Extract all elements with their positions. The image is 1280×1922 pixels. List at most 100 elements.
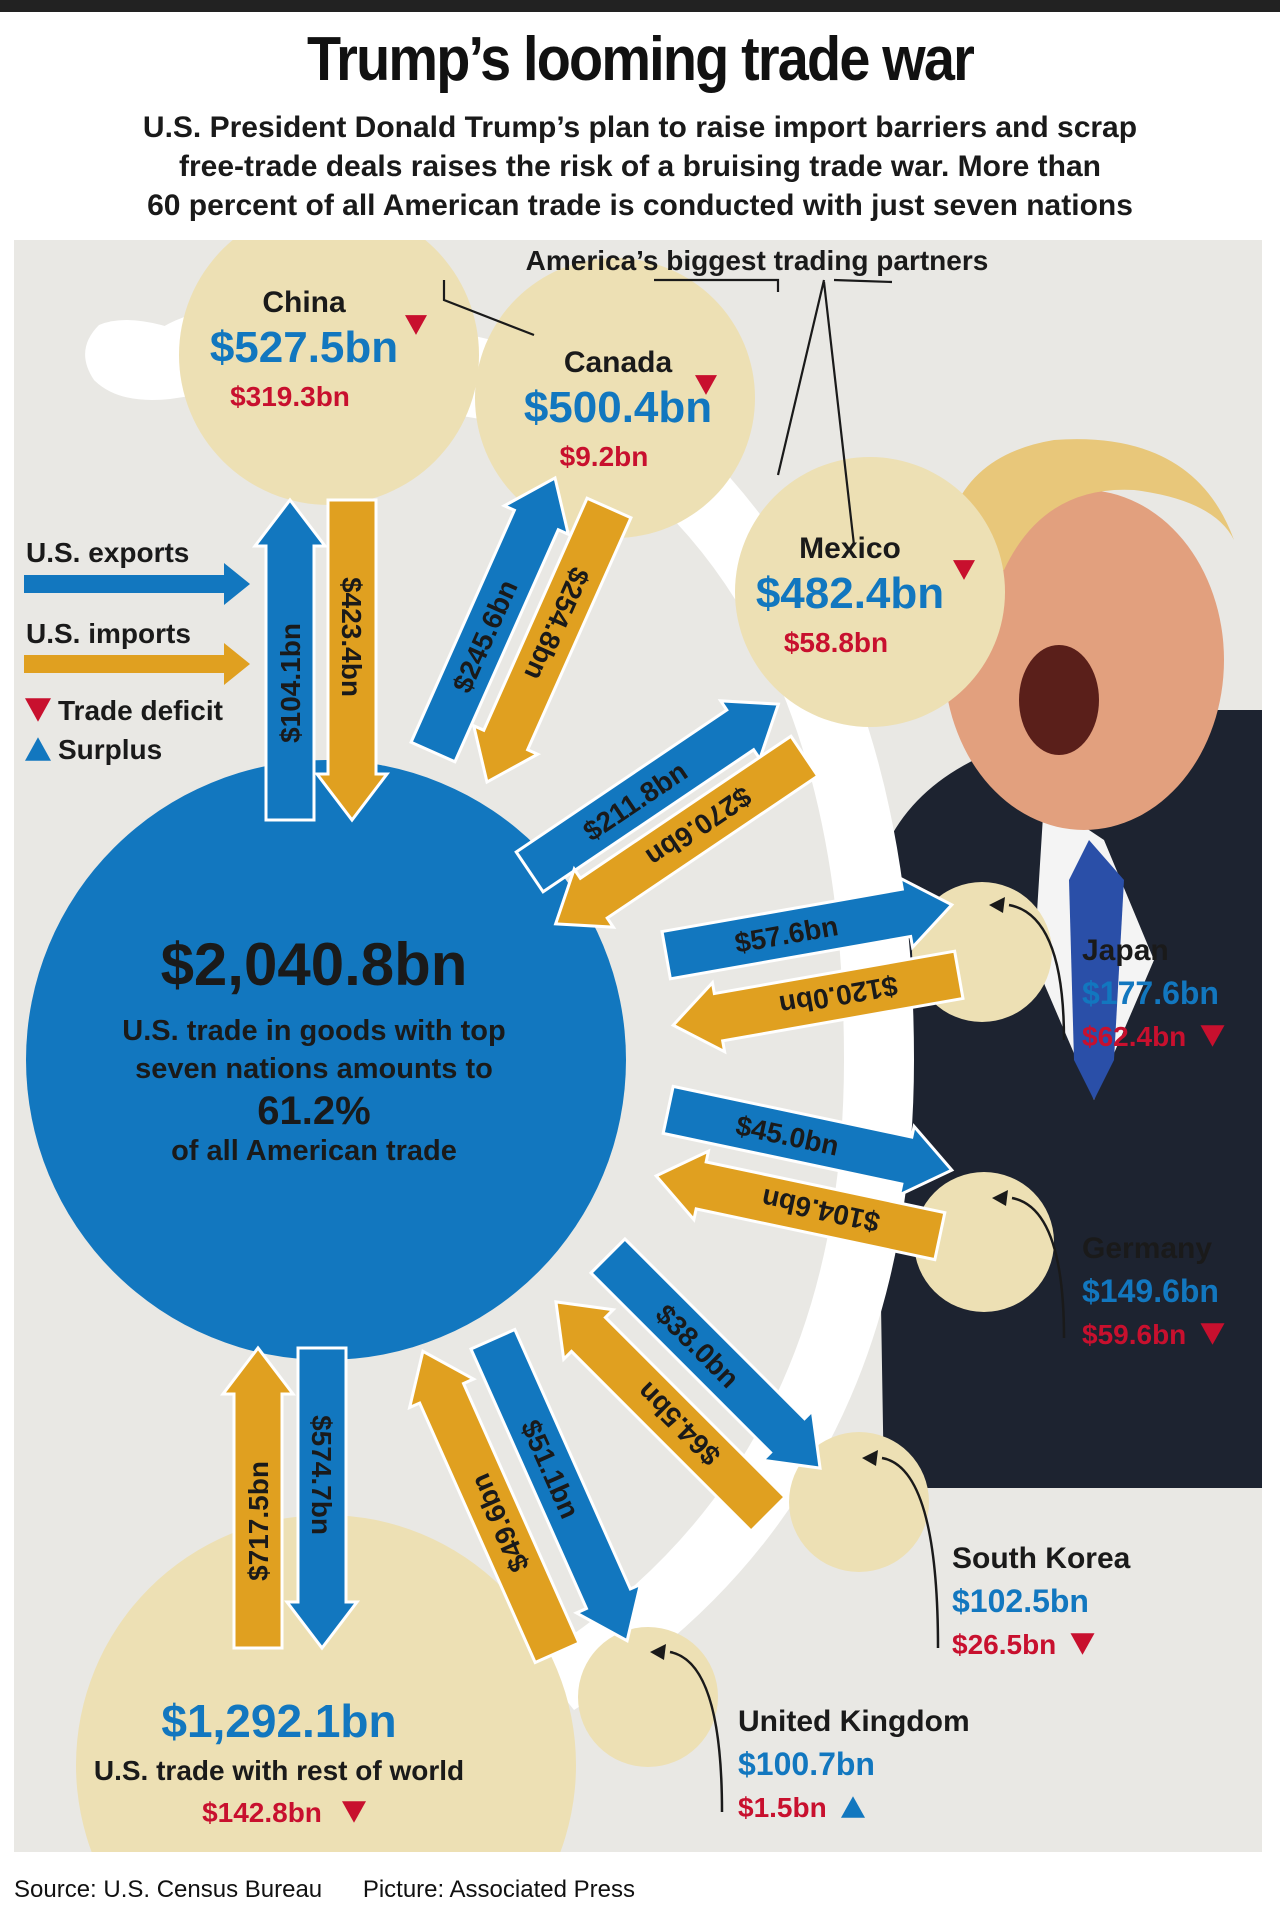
partner-name: South Korea — [952, 1542, 1131, 1575]
exports-arrow-germany: $45.0bn — [661, 1084, 955, 1198]
partner-total: $177.6bn — [1082, 975, 1219, 1011]
partner-circle-mexico — [735, 457, 1005, 727]
center-line: of all American trade — [171, 1135, 457, 1167]
arrow-shape — [219, 1345, 297, 1650]
arrow-shape — [660, 875, 955, 981]
partner-balance: $9.2bn — [560, 441, 649, 472]
pointer-head — [992, 1190, 1008, 1206]
partner-total: $527.5bn — [210, 323, 398, 372]
legend-surplus-icon — [25, 737, 51, 761]
partner-balance: $319.3bn — [230, 381, 350, 412]
legend-exports-arrow — [24, 563, 250, 605]
partner-circle-south-korea — [789, 1432, 929, 1572]
arrow-shape — [471, 496, 633, 785]
partner-circle-canada — [475, 258, 755, 538]
page-title: Trump’s looming trade war — [306, 25, 975, 94]
legend-deficit-icon — [25, 698, 51, 722]
pointer-line — [881, 1456, 940, 1649]
arrow-shape — [313, 498, 391, 823]
partner-name: Mexico — [799, 532, 901, 565]
infographic-panel: $104.1bn $423.4bn $245.6bn $254.8bn $211.8bn… — [14, 240, 1262, 1852]
deficit-icon — [1200, 1323, 1225, 1345]
exports-arrow-rest-of-world: $574.7bn — [283, 1346, 361, 1651]
pointer-line — [1008, 903, 1066, 1041]
subtitle-line: free-trade deals raises the risk of a br… — [179, 150, 1101, 183]
ring-cap — [85, 320, 204, 400]
arrow-shape — [588, 1236, 822, 1470]
legend-imports-arrow — [24, 643, 250, 685]
partner-total: $482.4bn — [756, 569, 944, 618]
callout-label: America’s biggest trading partners — [526, 245, 989, 276]
subtitle-line: 60 percent of all American trade is cond… — [147, 189, 1133, 222]
partner-balance: $59.6bn — [1082, 1319, 1186, 1350]
partner-circle-germany — [914, 1172, 1054, 1312]
arrow-shape — [670, 949, 965, 1055]
arrow-shape — [251, 497, 329, 822]
arrow-value-label: $104.1bn — [275, 623, 306, 743]
arrow-value-label: $717.5bn — [243, 1461, 274, 1581]
top-rule — [0, 0, 1280, 12]
arrow-shape — [409, 475, 571, 764]
arrow-shape — [468, 1327, 643, 1643]
partner-balance: $1.5bn — [738, 1792, 827, 1823]
center-circle — [26, 760, 626, 1360]
picture-credit: Picture: Associated Press — [362, 1876, 635, 1903]
arrow-shape — [653, 1148, 947, 1262]
imports-arrow-china: $423.4bn — [313, 498, 391, 823]
pointer-head — [650, 1644, 666, 1660]
partner-balance: $62.4bn — [1082, 1021, 1186, 1052]
legend-surplus-label: Surplus — [58, 734, 162, 765]
rest-of-world-label: U.S. trade with rest of world — [94, 1755, 464, 1786]
partner-name: Japan — [1082, 934, 1169, 967]
imports-arrow-germany: $104.6bn — [653, 1148, 947, 1262]
deficit-icon — [405, 315, 427, 335]
deficit-icon — [953, 560, 975, 580]
rest-of-world-circle — [76, 1515, 576, 1852]
center-line: seven nations amounts to — [135, 1053, 493, 1085]
legend-deficit-label: Trade deficit — [58, 695, 223, 726]
surplus-icon — [841, 1796, 865, 1818]
tie-shape — [1069, 840, 1124, 1100]
rest-of-world-total: $1,292.1bn — [161, 1695, 396, 1747]
arrow-shape — [283, 1346, 361, 1651]
partner-total: $100.7bn — [738, 1746, 875, 1782]
exports-arrow-united-kingdom: $51.1bn — [468, 1327, 643, 1643]
partner-balance: $26.5bn — [952, 1629, 1056, 1660]
legend-exports-label: U.S. exports — [26, 537, 189, 568]
pointer-head — [989, 897, 1005, 913]
arrow-value-label: $423.4bn — [336, 577, 367, 697]
subtitle-line: U.S. President Donald Trump’s plan to ra… — [142, 111, 1138, 144]
partner-total: $102.5bn — [952, 1583, 1089, 1619]
trade-diagram: $104.1bn $423.4bn $245.6bn$254.8bn$211.8bn… — [24, 240, 1262, 1852]
center-line: U.S. trade in goods with top — [122, 1015, 505, 1047]
deficit-icon — [1200, 1025, 1225, 1047]
partner-name: China — [262, 286, 346, 319]
deficit-icon — [695, 375, 717, 395]
deficit-icon — [1070, 1633, 1095, 1655]
legend-imports-label: U.S. imports — [26, 618, 191, 649]
arrow-shape — [553, 734, 820, 929]
arrow-shape — [514, 699, 781, 894]
center-total: $2,040.8bn — [161, 931, 468, 998]
rest-of-world-balance: $142.8bn — [202, 1797, 322, 1828]
exports-arrow-china: $104.1bn — [251, 497, 329, 822]
partner-total: $500.4bn — [524, 383, 712, 432]
hair-shape — [943, 439, 1234, 590]
exports-arrow-japan: $57.6bn — [660, 875, 955, 981]
imports-arrow-japan: $120.0bn — [670, 949, 965, 1055]
partner-name: Germany — [1082, 1232, 1212, 1265]
mouth-shape — [1019, 645, 1099, 755]
partner-total: $149.6bn — [1082, 1273, 1219, 1309]
center-percent: 61.2% — [257, 1089, 370, 1133]
partner-balance: $58.8bn — [784, 627, 888, 658]
pointer-head — [862, 1450, 878, 1466]
partner-name: United Kingdom — [738, 1705, 970, 1738]
source-credit: Source: U.S. Census Bureau — [14, 1876, 323, 1903]
imports-arrow-rest-of-world: $717.5bn — [219, 1345, 297, 1650]
arrow-shape — [661, 1084, 955, 1198]
pointer-line — [669, 1650, 724, 1813]
pointer-line — [1011, 1196, 1066, 1339]
partner-circle-united-kingdom — [578, 1627, 718, 1767]
arrow-value-label: $574.7bn — [306, 1415, 337, 1535]
credits: Source: U.S. Census Bureau Picture: Asso… — [14, 1876, 669, 1904]
